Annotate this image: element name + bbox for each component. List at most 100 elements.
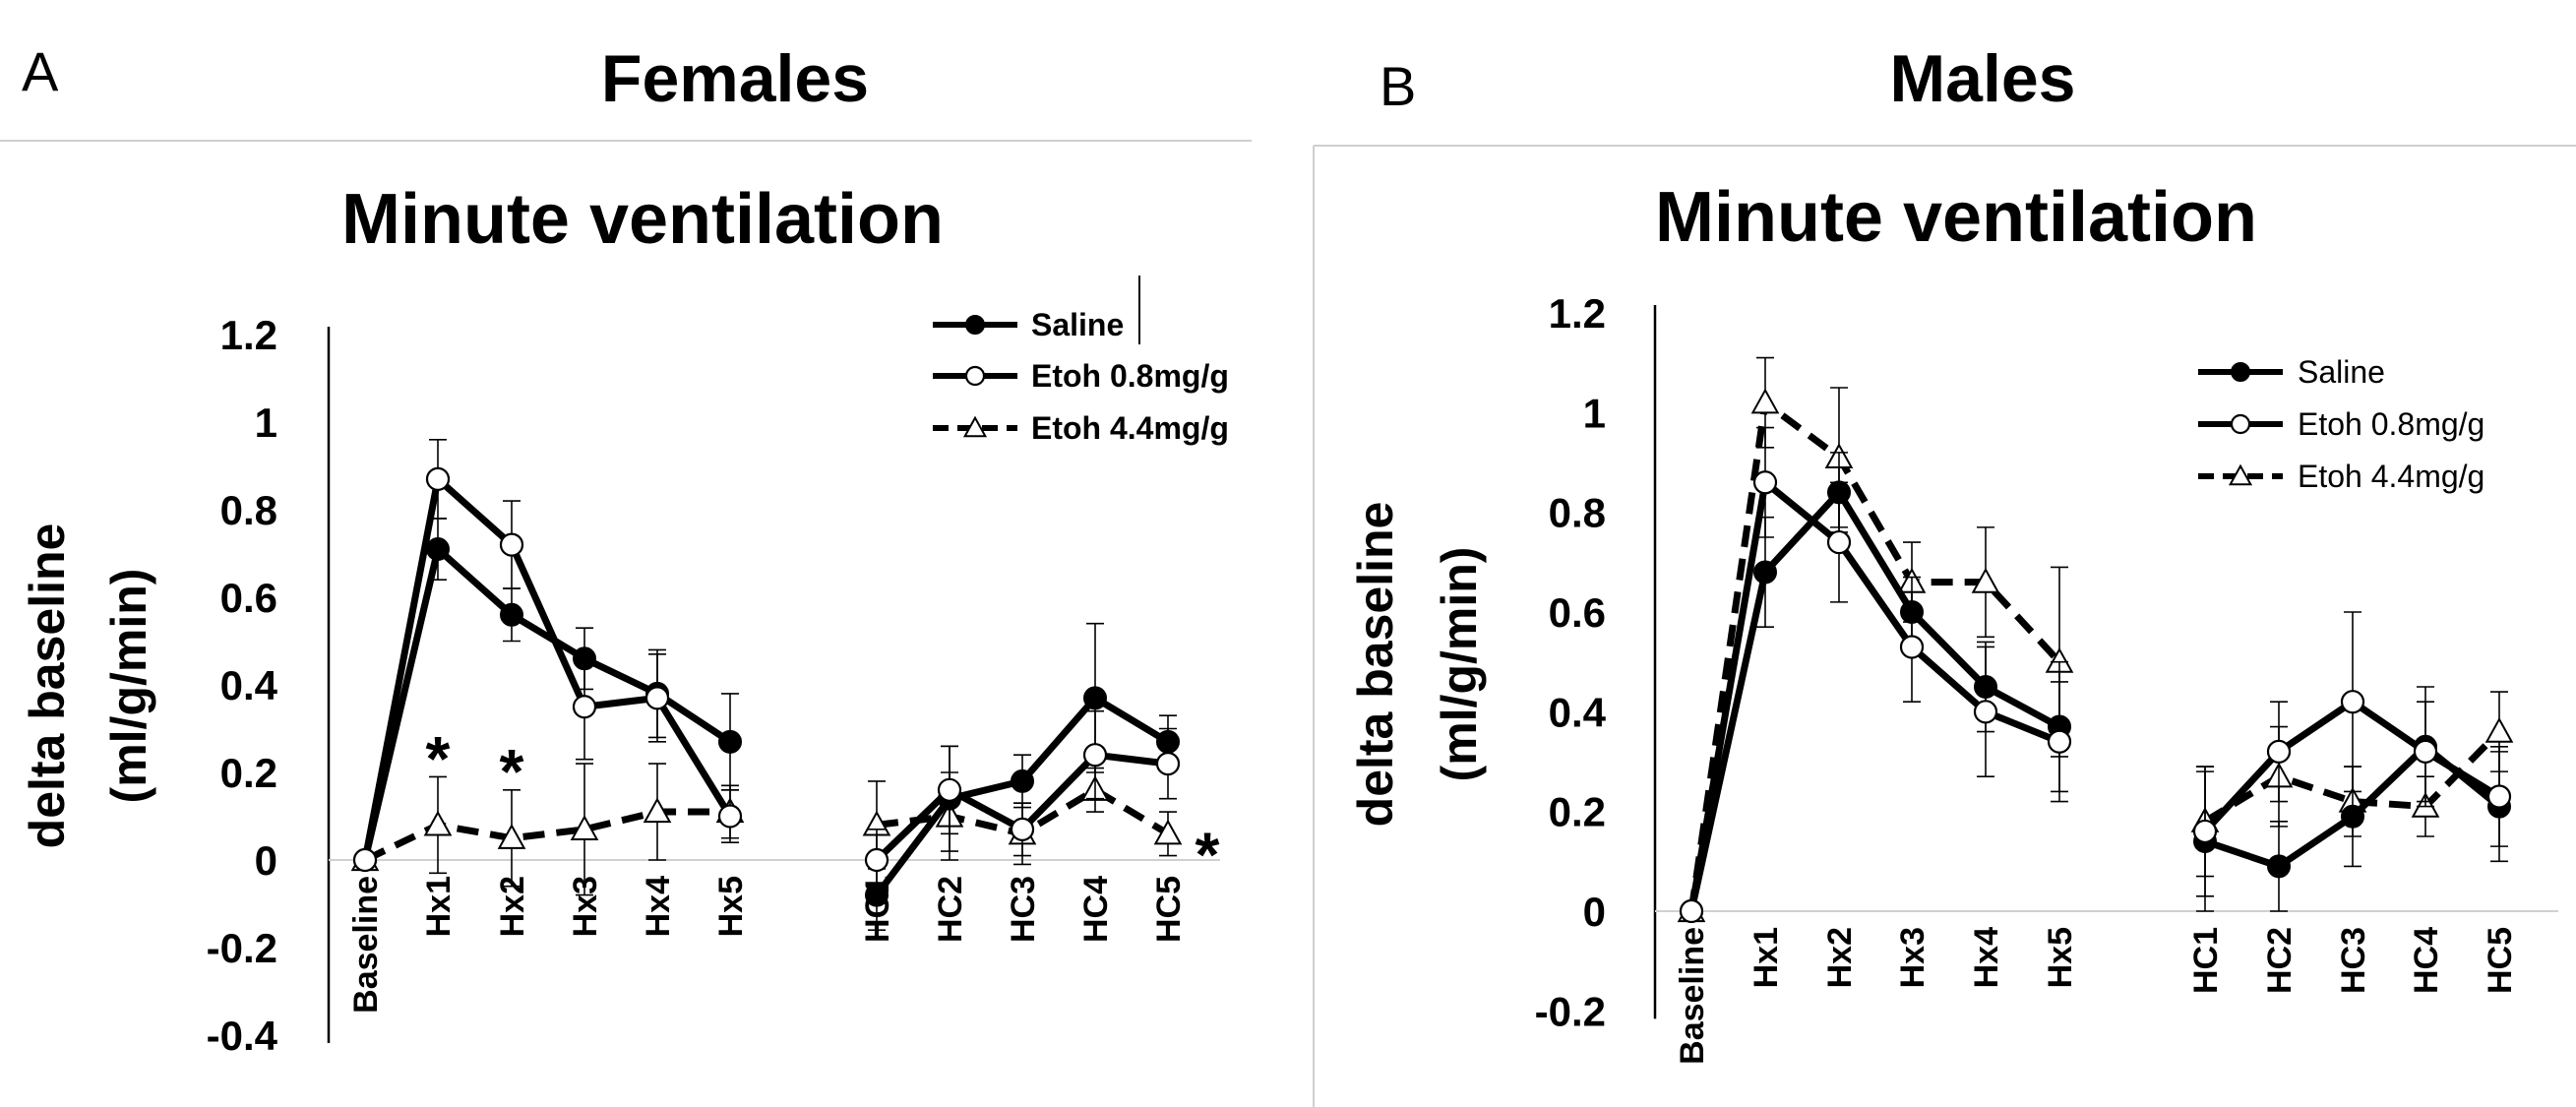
x-tick-label: Hx3 (567, 876, 604, 937)
y-axis-label: (ml/g/min) (1432, 547, 1487, 782)
legend-marker (2228, 463, 2253, 486)
legend-label: Saline (1031, 307, 1124, 342)
y-tick-label: 0.2 (220, 750, 277, 796)
x-tick-label: Hx5 (712, 876, 750, 937)
series-line (2203, 729, 2502, 825)
legend-label: Saline (2298, 354, 2385, 390)
y-tick-label: 0.6 (220, 575, 277, 621)
data-point (499, 532, 524, 557)
legend-marker (965, 315, 985, 335)
data-point (1973, 700, 1998, 724)
x-tick-label: HC3 (2335, 927, 2372, 994)
panel-header: Males (1890, 41, 2076, 116)
series-line (363, 808, 730, 864)
y-axis-label: (ml/g/min) (101, 569, 156, 804)
x-tick-label: Hx2 (1821, 927, 1859, 988)
data-point (423, 810, 453, 836)
x-tick-label: Hx3 (1894, 927, 1932, 988)
x-tick-label: HC1 (2187, 927, 2225, 994)
x-tick-label: Baseline (347, 876, 385, 1014)
data-point (572, 695, 597, 719)
y-tick-label: -0.2 (207, 925, 277, 971)
panel-a-females: A Females Minute ventilation -0.4 -0.2 0 0.2 0.… (0, 0, 1279, 1107)
series-line (1687, 399, 2062, 912)
data-point (1083, 686, 1107, 710)
data-point (1679, 898, 1704, 924)
data-point (1011, 769, 1034, 793)
series-line (361, 545, 732, 861)
data-point (717, 804, 743, 829)
x-tick-label: Hx4 (640, 876, 677, 937)
panel-letter: A (22, 40, 59, 102)
series-etoh-0-8mg-g (1679, 426, 2512, 924)
chart-males-minute-ventilation: B Males Minute ventilation -0.2 0 0.2 0.4 0.6 0.… (1313, 41, 2576, 1107)
significance-asterisk: * (426, 723, 451, 794)
significance-asterisk: * (500, 736, 524, 807)
series-etoh-4-4mg-g (350, 763, 1183, 896)
y-tick-label: 1.2 (220, 312, 277, 358)
x-tick-label: HC4 (2408, 927, 2445, 994)
y-tick-label: 1 (255, 400, 277, 446)
data-point (1155, 751, 1181, 776)
data-point (2486, 784, 2512, 809)
series-line (361, 475, 733, 861)
data-point (500, 602, 523, 627)
data-point (2267, 854, 2291, 879)
data-point (2484, 716, 2514, 743)
panel-letter: B (1380, 55, 1416, 117)
x-tick-label: Hx4 (1968, 927, 2005, 988)
legend: Saline Etoh 0.8mg/g Etoh 4.4mg/g (2198, 354, 2484, 494)
x-tick-label: HC4 (1077, 876, 1115, 943)
data-point (2341, 804, 2364, 829)
chart-title: Minute ventilation (341, 180, 944, 259)
data-point (352, 847, 378, 873)
x-tick-label: HC2 (2261, 927, 2299, 994)
chart-title: Minute ventilation (1655, 178, 2257, 257)
legend-label: Etoh 4.4mg/g (2298, 459, 2484, 494)
legend-label: Etoh 0.8mg/g (2298, 406, 2484, 442)
data-point (1826, 529, 1852, 555)
data-point (1010, 817, 1035, 841)
y-tick-label: 1.2 (1549, 290, 1606, 337)
x-tick-label: HC3 (1005, 876, 1042, 943)
legend-marker (2230, 413, 2251, 435)
data-point (1082, 743, 1108, 768)
y-axis-label: delta baseline (20, 523, 75, 849)
data-point (2266, 739, 2292, 764)
legend-label: Etoh 4.4mg/g (1031, 410, 1229, 446)
panel-b-males: B Males Minute ventilation -0.2 0 0.2 0.4 0.6 0.… (1279, 0, 2576, 1107)
data-point (1971, 567, 2000, 593)
legend-label: Etoh 0.8mg/g (1031, 358, 1229, 394)
series-etoh-4-4mg-g (1677, 356, 2514, 923)
data-point (864, 847, 889, 873)
x-tick-label: Baseline (1674, 927, 1711, 1065)
x-tick-label: HC5 (2482, 927, 2519, 994)
data-point (2340, 690, 2365, 714)
y-tick-label: 0.8 (220, 487, 277, 533)
y-tick-label: -0.4 (207, 1013, 278, 1059)
series-line (1687, 488, 2061, 912)
series-etoh-0-8mg-g (352, 438, 1181, 892)
data-point (497, 824, 526, 849)
x-tick-label: HC5 (1150, 876, 1188, 943)
y-axis-label: delta baseline (1348, 502, 1403, 828)
series-line (1687, 478, 2061, 912)
series-saline (353, 518, 1180, 932)
data-point (643, 797, 672, 824)
data-point (2413, 739, 2438, 764)
data-point (1750, 388, 1780, 414)
legend-marker (962, 415, 988, 438)
data-point (937, 777, 962, 802)
y-tick-label: 0.8 (1549, 490, 1606, 536)
x-tick-label: Hx2 (494, 876, 531, 937)
data-point (426, 537, 450, 562)
x-tick-label: Hx5 (2042, 927, 2079, 988)
y-tick-label: 0 (255, 837, 277, 884)
data-point (1752, 470, 1778, 495)
data-point (644, 686, 670, 710)
legend: Saline Etoh 0.8mg/g Etoh 4.4mg/g (933, 276, 1229, 446)
data-point (2047, 729, 2072, 754)
series-saline (1680, 452, 2511, 923)
x-tick-label: HC2 (932, 876, 969, 943)
x-tick-label: Hx1 (1748, 927, 1785, 988)
